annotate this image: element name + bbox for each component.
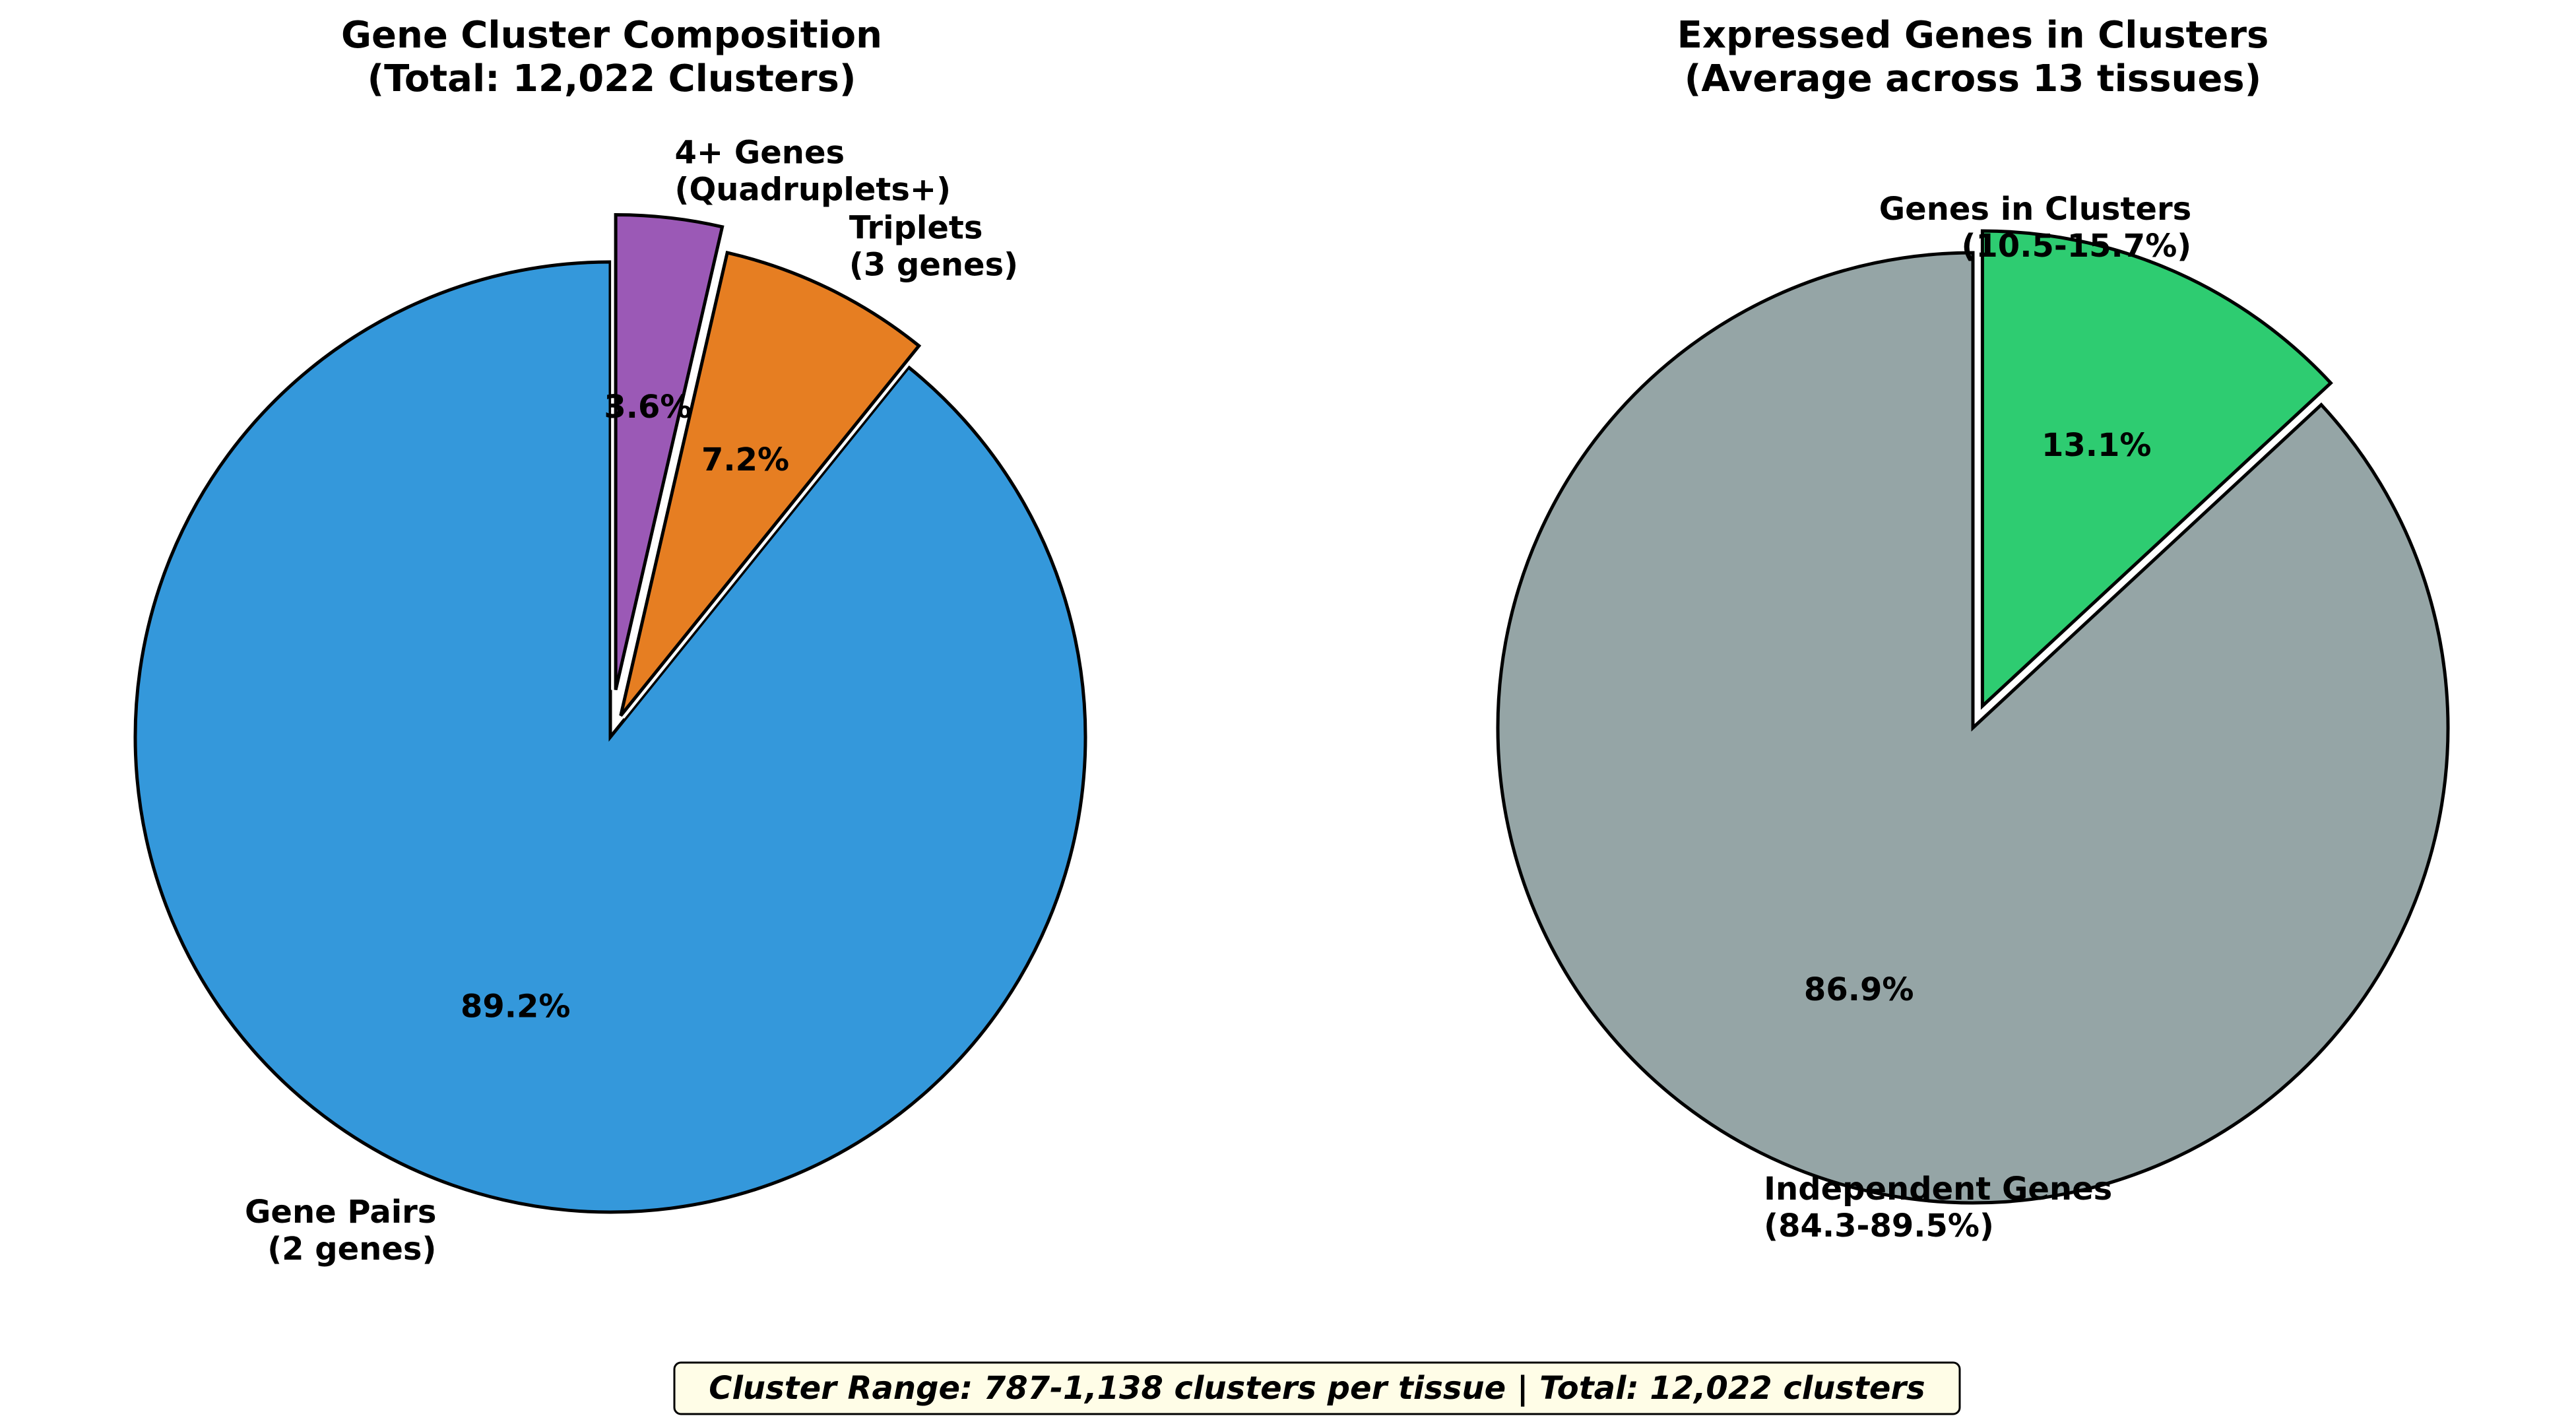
pie-1-slice-1 xyxy=(133,260,1087,1214)
gene-cluster-composition-pie: Gene Cluster Composition (Total: 12,022 … xyxy=(131,14,1090,1268)
pie-1-slice-2-percent-label: 7.2% xyxy=(701,441,789,478)
expressed-genes-pie: Expressed Genes in Clusters (Average acr… xyxy=(1493,14,2453,1244)
pie-1-title-line-2: (Total: 12,022 Clusters) xyxy=(368,57,856,100)
pie-2-slice-2 xyxy=(1980,229,2333,710)
pie-1-slice-2-label-line-1: Triplets xyxy=(849,209,982,246)
pie-2-slice-1-label-line-1: Independent Genes xyxy=(1764,1171,2112,1208)
footer-box: Cluster Range: 787-1,138 clusters per ti… xyxy=(673,1361,1961,1415)
pie-1-slice-2-label-line-2: (3 genes) xyxy=(849,246,1018,283)
pie-2-slice-2-label-line-1: Genes in Clusters xyxy=(1879,191,2191,228)
pie-2-title-line-1: Expressed Genes in Clusters xyxy=(1677,14,2269,57)
pie-1-slice-1-label-line-1: Gene Pairs xyxy=(245,1194,436,1231)
pie-1-slice-3-percent-label: 3.6% xyxy=(604,389,692,426)
footer-background xyxy=(673,1361,1961,1415)
pie-1-slice-1-percent-label: 89.2% xyxy=(461,988,571,1025)
pie-1-slice-2 xyxy=(619,250,922,717)
pie-2-slice-2-label-line-2: (10.5-15.7%) xyxy=(1961,228,2191,265)
pie-2-slice-1-percent-label: 86.9% xyxy=(1804,971,1914,1008)
pie-1-slice-3 xyxy=(614,212,724,691)
pie-2-title-line-2: (Average across 13 tissues) xyxy=(1685,57,2261,100)
pie-2-slice-1-label-line-2: (84.3-89.5%) xyxy=(1764,1208,1994,1244)
pie-2-slice-1 xyxy=(1496,251,2450,1205)
pie-1-slice-3-label-line-2: (Quadruplets+) xyxy=(675,172,951,209)
pie-2-slice-2-percent-label: 13.1% xyxy=(2042,427,2152,464)
footer-text: Cluster Range: 787-1,138 clusters per ti… xyxy=(709,1370,1925,1407)
pie-1-slice-1-label-line-2: (2 genes) xyxy=(267,1231,436,1268)
pie-1-title-line-1: Gene Cluster Composition xyxy=(341,14,882,57)
pie-1-slice-3-label-line-1: 4+ Genes xyxy=(675,135,845,172)
